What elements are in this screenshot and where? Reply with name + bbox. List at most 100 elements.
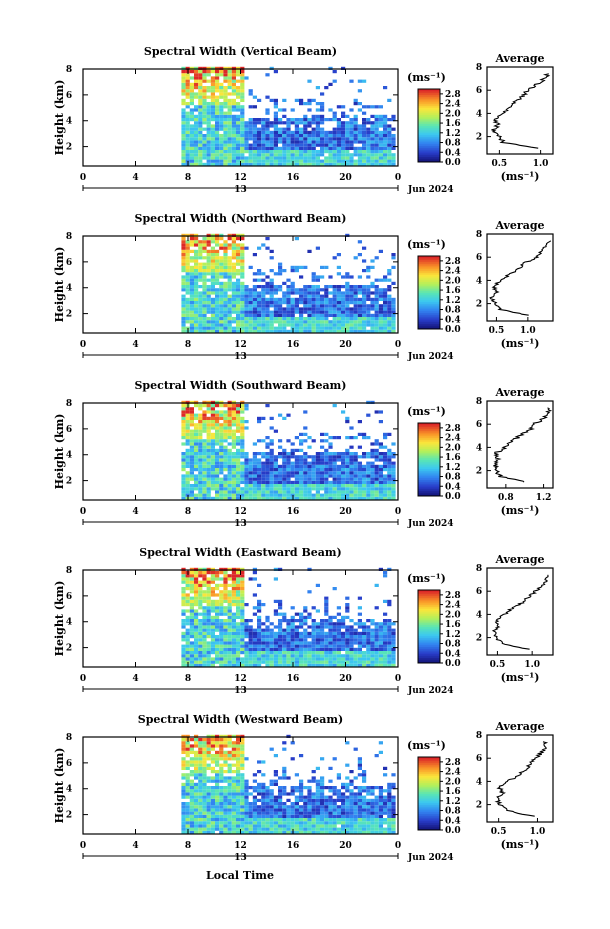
heatmap-cell [349,638,354,642]
heatmap-cell [378,294,383,298]
heatmap-cell [328,635,333,639]
heatmap-cell [328,162,333,166]
heatmap-cell [231,137,236,141]
heatmap-cell [278,320,283,324]
colorbar-band [418,277,440,281]
heatmap-cell [189,436,194,440]
heatmap-cell [307,307,312,311]
heatmap-cell [185,73,190,77]
heatmap-cell [345,272,350,276]
heatmap-cell [227,477,232,481]
heatmap-cell [303,134,308,138]
heatmap-cell [206,127,211,131]
heatmap-cell [257,150,262,154]
heatmap-cell [240,798,245,802]
heatmap-cell [345,320,350,324]
colorbar-band [418,90,440,94]
heatmap-cell [194,297,199,301]
heatmap-cell [219,754,224,758]
heatmap-cell [210,297,215,301]
heatmap-cell [278,474,283,478]
heatmap-cell [181,814,186,818]
heatmap-cell [374,124,379,128]
colorbar-band [418,604,440,607]
heatmap-cell [236,580,241,584]
heatmap-cell [227,776,232,780]
heatmap-cell [332,625,337,629]
heatmap-cell [227,127,232,131]
heatmap-cell [194,654,199,658]
heatmap-cell [282,329,287,333]
heatmap-cell [261,818,266,822]
heatmap-cell [219,458,224,462]
heatmap-cell [383,304,388,308]
heatmap-cell [315,134,320,138]
heatmap-cell [198,162,203,166]
heatmap-cell [244,288,249,292]
heatmap-cell [265,641,270,645]
heatmap-cell [206,432,211,436]
heatmap-cell [383,127,388,131]
heatmap-cell [311,127,316,131]
heatmap-cell [236,313,241,317]
heatmap-cell [231,779,236,783]
heatmap-cell [202,824,207,828]
heatmap-cell [210,808,215,812]
heatmap-cell [189,291,194,295]
heatmap-cell [210,288,215,292]
heatmap-cell [223,118,228,122]
heatmap-cell [215,162,220,166]
heatmap-cell [299,297,304,301]
heatmap-cell [223,464,228,468]
heatmap-cell [391,137,396,141]
heatmap-cell [282,496,287,500]
heatmap-cell [223,294,228,298]
heatmap-cell [185,789,190,793]
heatmap-cell [324,140,329,144]
heatmap-cell [248,461,253,465]
heatmap-cell [387,464,392,468]
heatmap-cell [383,571,388,575]
heatmap-cell [362,493,367,497]
heatmap-cell [303,118,308,122]
heatmap-cell [265,323,270,327]
heatmap-cell [223,612,228,616]
heatmap-cell [244,323,249,327]
heatmap-cell [362,297,367,301]
heatmap-cell [387,134,392,138]
panel-title: Spectral Width (Eastward Beam) [139,546,341,559]
heatmap-cell [248,294,253,298]
heatmap-cell [202,448,207,452]
heatmap-cell [374,484,379,488]
heatmap-cell [320,127,325,131]
heatmap-cell [181,792,186,796]
heatmap-cell [341,146,346,150]
heatmap-cell [240,256,245,260]
heatmap-cell [215,439,220,443]
colorbar-band [418,121,440,125]
heatmap-cell [341,317,346,321]
heatmap-cell [273,461,278,465]
heatmap-cell [189,811,194,815]
heatmap-cell [202,622,207,626]
heatmap-cell [236,628,241,632]
heatmap-cell [353,622,358,626]
heatmap-cell [206,70,211,74]
heatmap-cell [345,606,350,610]
heatmap-cell [206,631,211,635]
heatmap-cell [223,622,228,626]
colorbar-band [418,475,440,479]
heatmap-cell [320,493,325,497]
y-tick-label: 2 [66,310,72,320]
heatmap-cell [362,159,367,163]
heatmap-cell [185,480,190,484]
heatmap-cell [248,484,253,488]
heatmap-cell [194,233,199,237]
heatmap-cell [374,329,379,333]
heatmap-cell [366,162,371,166]
heatmap-cell [362,294,367,298]
heatmap-cell [332,159,337,163]
heatmap-cell [370,105,375,109]
heatmap-cell [370,619,375,623]
heatmap-cell [231,580,236,584]
